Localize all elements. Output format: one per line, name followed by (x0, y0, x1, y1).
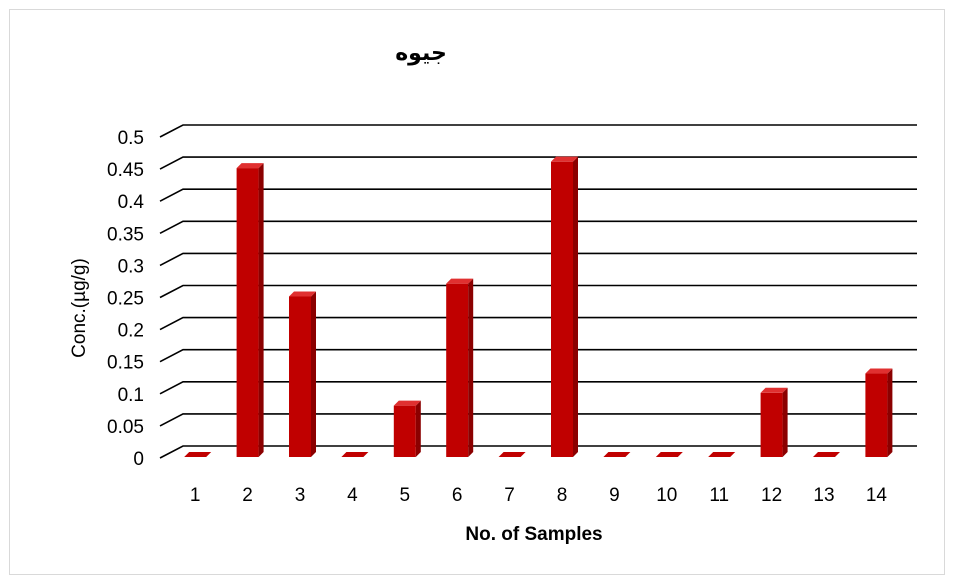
gridline (159, 220, 917, 235)
y-tick-label: 0 (133, 449, 144, 470)
gridline (159, 252, 917, 267)
y-tick-label: 0.45 (107, 160, 144, 181)
bar (236, 163, 264, 457)
x-tick-label: 8 (557, 485, 568, 506)
y-tick-label: 0.4 (118, 192, 145, 213)
bars (184, 156, 893, 457)
bar (760, 387, 788, 457)
gridline (159, 156, 917, 170)
x-tick-label: 12 (761, 485, 782, 506)
chart-title: جيوه (395, 41, 447, 66)
bar (184, 452, 212, 457)
bar-flat (184, 452, 212, 457)
bar (603, 452, 631, 457)
bar-front (236, 168, 259, 457)
x-tick-label: 2 (242, 485, 253, 506)
bar-front (760, 392, 783, 457)
bar (708, 452, 736, 457)
bar (865, 368, 893, 457)
bar-front (393, 405, 416, 457)
bar-flat (708, 452, 736, 457)
bar-top (446, 278, 474, 284)
bar-top (551, 156, 578, 162)
x-tick-label: 4 (347, 485, 358, 506)
gridline (159, 124, 917, 138)
x-tick-label: 14 (866, 485, 888, 506)
bar-front (865, 373, 888, 457)
y-tick-label: 0.1 (118, 385, 144, 406)
y-tick-label: 0.5 (118, 128, 144, 149)
gridline (159, 413, 917, 427)
x-tick-label: 1 (190, 485, 201, 506)
column-chart: جيوه 0 0.05 0.1 0.15 0.2 0.25 0.3 0.35 0.4 0.45 0.… (69, 41, 917, 545)
bar (289, 291, 316, 457)
bar-side (782, 387, 788, 457)
bar-side (415, 400, 421, 457)
bar-side (311, 291, 316, 457)
bar (655, 452, 683, 457)
x-tick-label: 11 (709, 485, 729, 506)
bar (393, 400, 421, 457)
chart-frame: جيوه 0 0.05 0.1 0.15 0.2 0.25 0.3 0.35 0.4 0.45 0.… (9, 9, 945, 575)
bar-flat (813, 452, 840, 457)
bar (341, 452, 369, 457)
bar-side (258, 163, 264, 457)
bar-flat (341, 452, 369, 457)
gridline (159, 316, 917, 331)
x-tick-label: 3 (295, 485, 306, 506)
y-tick-label: 0.15 (107, 353, 144, 374)
gridline (159, 188, 917, 202)
bar-top (236, 163, 264, 169)
x-tick-labels: 1 2 3 4 5 6 7 8 9 10 11 12 13 14 (190, 485, 887, 506)
bar-front (289, 296, 311, 457)
x-axis-label: No. of Samples (465, 524, 602, 545)
bar-side (573, 156, 578, 457)
bar-flat (603, 452, 631, 457)
y-tick-label: 0.2 (118, 321, 144, 342)
y-tick-label: 0.05 (107, 417, 144, 438)
bar-front (446, 283, 469, 457)
bar (813, 452, 840, 457)
bar-top (865, 368, 893, 374)
bar-top (393, 400, 421, 406)
gridline (159, 445, 917, 459)
x-tick-label: 9 (609, 485, 620, 506)
x-tick-label: 10 (656, 485, 677, 506)
y-tick-labels: 0 0.05 0.1 0.15 0.2 0.25 0.3 0.35 0.4 0.45 0.5 (107, 128, 144, 470)
y-tick-label: 0.35 (107, 224, 144, 245)
bar-side (468, 278, 474, 457)
bar (446, 278, 474, 457)
gridline (159, 284, 917, 299)
bar-top (760, 387, 788, 393)
gridline (159, 348, 917, 363)
y-axis-label: Conc.(µg/g) (69, 258, 90, 358)
x-tick-label: 13 (813, 485, 834, 506)
bar (551, 156, 578, 457)
bar-flat (655, 452, 683, 457)
x-tick-label: 6 (452, 485, 463, 506)
x-tick-label: 7 (504, 485, 515, 506)
y-tick-label: 0.25 (107, 289, 144, 310)
bar-side (887, 368, 893, 457)
bar-front (551, 161, 573, 457)
bar (498, 452, 526, 457)
x-tick-label: 5 (400, 485, 411, 506)
y-tick-label: 0.3 (118, 256, 144, 277)
gridline (159, 381, 917, 395)
gridlines (159, 124, 917, 459)
bar-top (289, 291, 316, 297)
bar-flat (498, 452, 526, 457)
